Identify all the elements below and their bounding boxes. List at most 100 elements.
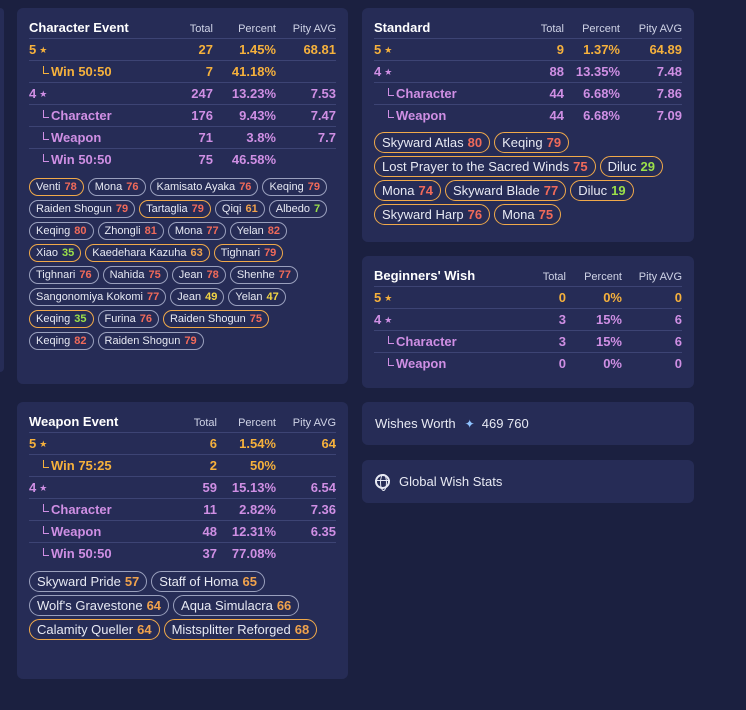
row-pity: 6.35 bbox=[276, 519, 336, 542]
card-title: Weapon Event bbox=[29, 413, 119, 429]
chip-name: Tighnari bbox=[220, 247, 261, 259]
chip-name: Tartaglia bbox=[146, 203, 188, 215]
row-percent: 1.54% bbox=[217, 431, 276, 454]
row-label: 4 ★ bbox=[29, 81, 149, 104]
row-percent: 9.43% bbox=[213, 103, 276, 126]
row-label-text: Weapon bbox=[396, 355, 447, 371]
pull-chip: Aqua Simulacra 66 bbox=[173, 595, 300, 616]
tree-elbow-icon bbox=[43, 153, 49, 162]
chip-pity: 76 bbox=[467, 207, 483, 222]
pull-chip: Keqing 79 bbox=[262, 178, 327, 196]
column-pity: Pity AVG bbox=[638, 22, 682, 35]
row-total: 247 bbox=[149, 81, 213, 104]
stats-row: Win 50:50 75 46.58% bbox=[29, 147, 336, 170]
card-title: Standard bbox=[374, 19, 431, 35]
row-total: 11 bbox=[149, 497, 217, 520]
row-label: Character bbox=[29, 497, 149, 520]
weapon-event-table: Weapon Event Total Percent Pity AVG 5 ★ 6 1… bbox=[29, 412, 336, 564]
row-percent: 13.35% bbox=[564, 59, 620, 82]
pull-chip: Lost Prayer to the Sacred Winds 75 bbox=[374, 156, 596, 177]
standard-card: Standard Total Percent Pity AVG 5 ★ 9 1.37%… bbox=[362, 8, 694, 242]
chip-name: Nahida bbox=[109, 269, 145, 281]
row-label-text: 5 bbox=[374, 289, 382, 305]
column-percent: Percent bbox=[584, 270, 622, 283]
globe-icon bbox=[375, 474, 390, 491]
chip-pity: 77 bbox=[278, 269, 291, 281]
chip-name: Yelan bbox=[236, 225, 264, 237]
row-label-text: Win 75:25 bbox=[51, 457, 112, 473]
stats-row: Character 44 6.68% 7.86 bbox=[374, 81, 682, 104]
chip-pity: 19 bbox=[611, 183, 626, 198]
chip-name: Lost Prayer to the Sacred Winds bbox=[382, 159, 570, 174]
row-label-text: Win 50:50 bbox=[51, 545, 112, 561]
row-total: 37 bbox=[149, 541, 217, 564]
column-percent: Percent bbox=[582, 22, 620, 35]
row-pity: 6.54 bbox=[276, 475, 336, 498]
character-event-card: Character Event Total Percent Pity AVG 5… bbox=[17, 8, 348, 384]
pull-chip: Wolf's Gravestone 64 bbox=[29, 595, 170, 616]
chip-pity: 66 bbox=[276, 598, 292, 613]
row-pity: 7.09 bbox=[620, 103, 682, 126]
column-pity: Pity AVG bbox=[638, 270, 682, 283]
pull-chip: Mistsplitter Reforged 68 bbox=[163, 619, 318, 640]
tree-elbow-icon bbox=[43, 65, 49, 74]
row-total: 0 bbox=[494, 351, 566, 374]
row-label: Win 50:50 bbox=[29, 59, 149, 82]
pull-chip: Raiden Shogun 79 bbox=[97, 332, 204, 350]
chip-pity: 82 bbox=[267, 225, 280, 237]
stats-row: Weapon 71 3.8% 7.7 bbox=[29, 125, 336, 148]
row-label: Character bbox=[374, 329, 494, 352]
chip-name: Kaedehara Kazuha bbox=[92, 247, 187, 259]
pull-chip: Furina 76 bbox=[97, 310, 159, 328]
row-label: 5 ★ bbox=[374, 37, 490, 60]
row-pity bbox=[276, 453, 336, 476]
beginners-wish-table: Beginners' Wish Total Percent Pity AVG 5… bbox=[374, 266, 682, 374]
pull-chip: Skyward Blade 77 bbox=[445, 180, 567, 201]
row-pity: 0 bbox=[622, 285, 682, 308]
pull-chip: Keqing 79 bbox=[494, 132, 570, 153]
chip-pity: 7 bbox=[314, 203, 321, 215]
card-title: Character Event bbox=[29, 19, 129, 35]
row-label-text: Weapon bbox=[396, 107, 447, 123]
row-total: 2 bbox=[149, 453, 217, 476]
row-pity: 7.48 bbox=[620, 59, 682, 82]
row-label: Win 75:25 bbox=[29, 453, 149, 476]
chip-pity: 80 bbox=[467, 135, 483, 150]
column-percent: Percent bbox=[238, 22, 276, 35]
chip-name: Qiqi bbox=[221, 203, 242, 215]
row-pity: 6 bbox=[622, 329, 682, 352]
stats-row: Weapon 0 0% 0 bbox=[374, 351, 682, 374]
row-total: 6 bbox=[149, 431, 217, 454]
tree-elbow-icon bbox=[388, 335, 394, 344]
chip-name: Skyward Atlas bbox=[382, 135, 464, 150]
row-total: 0 bbox=[494, 285, 566, 308]
row-pity bbox=[276, 541, 336, 564]
row-label: Weapon bbox=[374, 103, 490, 126]
chip-pity: 76 bbox=[126, 181, 139, 193]
chip-name: Albedo bbox=[275, 203, 310, 215]
chip-name: Jean bbox=[177, 291, 202, 303]
row-percent: 50% bbox=[217, 453, 276, 476]
pull-chip: Skyward Atlas 80 bbox=[374, 132, 491, 153]
chip-name: Skyward Harp bbox=[382, 207, 464, 222]
chip-pity: 80 bbox=[74, 225, 87, 237]
tree-elbow-icon bbox=[388, 109, 394, 118]
row-label-text: Character bbox=[396, 85, 457, 101]
global-wish-stats-button[interactable]: Global Wish Stats bbox=[362, 460, 694, 503]
row-percent: 1.45% bbox=[213, 37, 276, 60]
row-pity: 68.81 bbox=[276, 37, 336, 60]
row-pity: 64.89 bbox=[620, 37, 682, 60]
row-total: 75 bbox=[149, 147, 213, 170]
stats-row: 5 ★ 9 1.37% 64.89 bbox=[374, 37, 682, 60]
pull-chip: Nahida 75 bbox=[102, 266, 168, 284]
chip-pity: 64 bbox=[146, 598, 162, 613]
row-label: Character bbox=[29, 103, 149, 126]
row-percent: 6.68% bbox=[564, 81, 620, 104]
pull-chip: Mona 74 bbox=[374, 180, 441, 201]
chip-name: Aqua Simulacra bbox=[181, 598, 273, 613]
star-icon: ★ bbox=[39, 438, 48, 449]
chip-name: Sangonomiya Kokomi bbox=[36, 291, 144, 303]
row-percent: 3.8% bbox=[213, 125, 276, 148]
pull-chip: Keqing 35 bbox=[29, 310, 94, 328]
chip-name: Mona bbox=[94, 181, 123, 193]
